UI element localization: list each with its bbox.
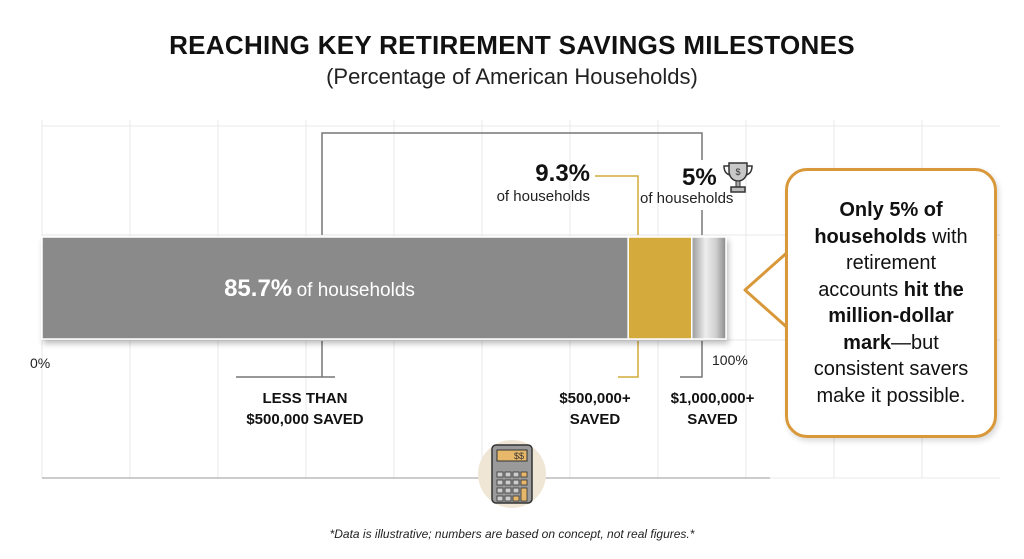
callout-fragment: Only 5% of — [839, 199, 943, 221]
callout-text: Only 5% of households with retirement accou… — [814, 197, 969, 409]
calculator-icon: $$ — [491, 444, 533, 504]
callout-line: million-dollar — [814, 303, 969, 330]
callout-line: retirement — [814, 250, 969, 277]
chart-title: REACHING KEY RETIREMENT SAVINGS MILESTON… — [169, 30, 855, 60]
connector-less-500k — [236, 341, 335, 378]
bar-segment-1 — [627, 236, 693, 340]
callout-line: accounts hit the — [814, 277, 969, 304]
category-label-2: $1,000,000+ SAVED — [670, 390, 755, 428]
callout-line: make it possible. — [814, 383, 969, 410]
callout-line: mark—but — [814, 330, 969, 357]
tick-0: 0% — [30, 355, 51, 371]
tick-100: 100% — [712, 352, 748, 368]
callout-fragment: retirement — [845, 252, 936, 274]
bar-segment-0 — [41, 236, 629, 340]
svg-text:$: $ — [735, 167, 740, 177]
segment-label-1: 9.3% of households — [496, 160, 590, 205]
callout-fragment: households — [814, 225, 927, 248]
connector-9pct — [595, 175, 639, 235]
callout-fragment: make it possible. — [816, 384, 966, 407]
connector-1m — [680, 341, 703, 378]
callout-fragment: hit the — [903, 278, 964, 301]
callout-line: households with — [814, 224, 969, 251]
category-label-1: $500,000+ SAVED — [559, 390, 631, 428]
category-label-0: LESS THAN $500,000 SAVED — [246, 390, 364, 428]
callout-pointer — [743, 248, 792, 332]
segment-label-0: 85.7% of households — [224, 275, 415, 302]
callout-fragment: —but — [890, 331, 939, 354]
callout-line: Only 5% of — [814, 197, 969, 224]
callout-line: consistent savers — [814, 356, 969, 383]
segment-label-2: 5% $ of households — [640, 160, 770, 207]
trophy-icon: $ — [722, 162, 753, 193]
callout-fragment: consistent savers — [813, 358, 969, 380]
callout-box: Only 5% of households with retirement accou… — [785, 168, 997, 438]
bracket-top-grey — [321, 132, 703, 235]
callout-fragment: mark — [843, 331, 891, 354]
callout-fragment: accounts — [818, 278, 904, 301]
bar-segment-2 — [691, 236, 727, 340]
callout-fragment: with — [926, 225, 968, 248]
footnote: *Data is illustrative; numbers are based… — [329, 527, 695, 541]
chart-subtitle: (Percentage of American Households) — [326, 64, 698, 89]
svg-text:$$: $$ — [514, 451, 524, 461]
connector-500k — [618, 341, 639, 378]
calculator-badge: $$ — [478, 440, 546, 508]
callout-fragment: million-dollar — [828, 305, 954, 327]
